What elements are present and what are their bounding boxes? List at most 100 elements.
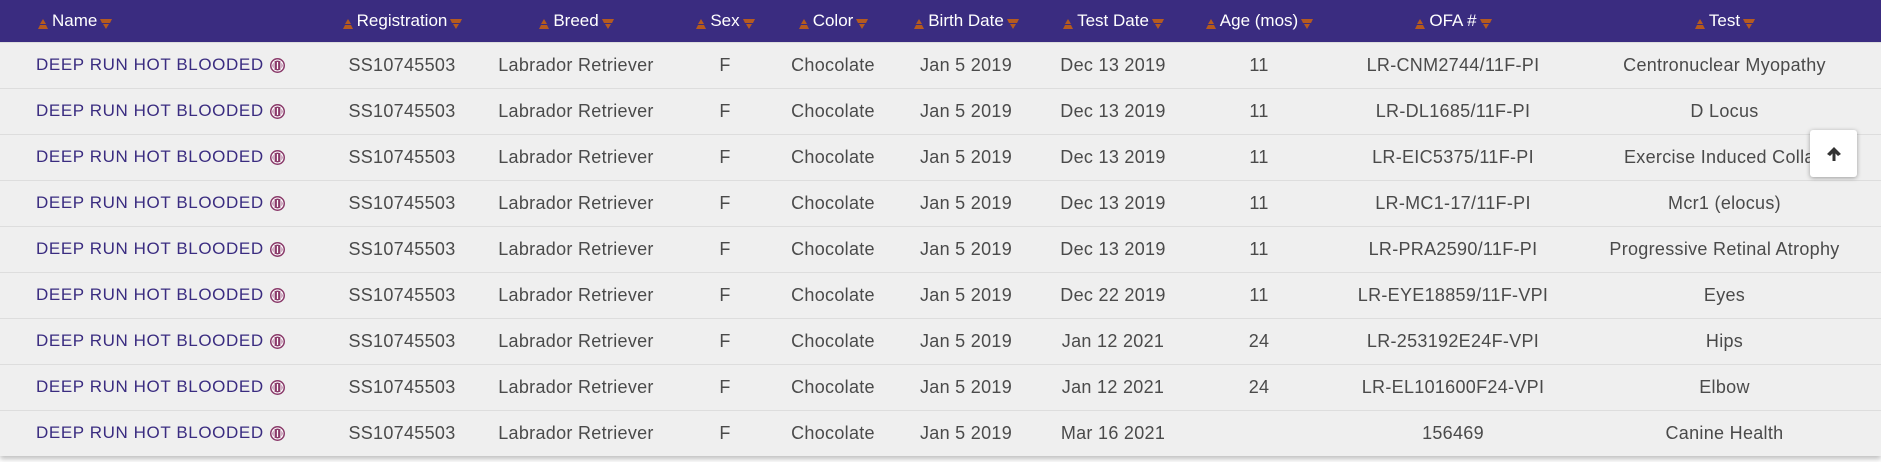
table-row: DEEP RUN HOT BLOODED SS10745503 Labrador R… <box>0 134 1881 180</box>
header-label[interactable]: Sex <box>710 10 740 30</box>
dog-name-link[interactable]: DEEP RUN HOT BLOODED <box>36 101 264 120</box>
table-cell: Chocolate <box>780 42 886 88</box>
table-cell: Eyes <box>1568 272 1881 318</box>
cell-text: Elbow <box>1699 376 1750 397</box>
table-cell: LR-253192E24F-VPI <box>1338 318 1568 364</box>
scroll-top-button[interactable] <box>1810 130 1857 177</box>
sort-desc[interactable] <box>855 15 869 30</box>
cell-text: LR-EL101600F24-VPI <box>1361 376 1545 397</box>
sort-asc[interactable] <box>694 15 708 30</box>
table-cell: 11 <box>1180 42 1338 88</box>
cell-text: F <box>719 54 731 75</box>
cell-text: LR-MC1-17/11F-PI <box>1375 192 1531 213</box>
sort-asc[interactable] <box>1204 15 1218 30</box>
dog-name-link[interactable]: DEEP RUN HOT BLOODED <box>36 377 264 396</box>
table-cell: SS10745503 <box>322 364 482 410</box>
sort-asc[interactable] <box>341 15 355 30</box>
cell-text: LR-PRA2590/11F-PI <box>1368 238 1538 259</box>
cell-text: 11 <box>1249 100 1269 121</box>
table-cell: Chocolate <box>780 226 886 272</box>
dog-name-link[interactable]: DEEP RUN HOT BLOODED <box>36 147 264 166</box>
sort-asc[interactable] <box>912 15 926 30</box>
sort-desc[interactable] <box>449 15 463 30</box>
header-label[interactable]: Color <box>812 10 854 30</box>
cell-text: Chocolate <box>791 238 875 259</box>
table-cell: Chocolate <box>780 364 886 410</box>
column-header: OFA # <box>1338 0 1568 42</box>
header-label[interactable]: Test <box>1708 10 1741 30</box>
cell-text: LR-EYE18859/11F-VPI <box>1357 284 1549 305</box>
header-label[interactable]: Breed <box>553 10 599 30</box>
cell-text: LR-DL1685/11F-PI <box>1375 100 1531 121</box>
sort-asc[interactable] <box>1061 15 1075 30</box>
table-cell: Labrador Retriever <box>482 134 670 180</box>
column-header: Test Date <box>1046 0 1180 42</box>
cell-text: Canine Health <box>1665 422 1784 443</box>
cell-text: Jan 5 2019 <box>919 54 1013 75</box>
cell-text: SS10745503 <box>348 146 456 167</box>
dog-name-link[interactable]: DEEP RUN HOT BLOODED <box>36 193 264 212</box>
header-label[interactable]: Name <box>52 10 98 30</box>
cell-text: Jan 5 2019 <box>919 238 1013 259</box>
table-cell: Jan 5 2019 <box>886 134 1046 180</box>
registry-icon <box>269 287 286 304</box>
cell-text: Dec 13 2019 <box>1060 54 1166 75</box>
table-cell: LR-EIC5375/11F-PI <box>1338 134 1568 180</box>
sort-asc[interactable] <box>537 15 551 30</box>
sort-desc[interactable] <box>1479 15 1493 30</box>
header-label[interactable]: Registration <box>356 10 448 30</box>
sort-desc[interactable] <box>99 15 113 30</box>
cell-text: Jan 5 2019 <box>919 376 1013 397</box>
cell-text: F <box>719 422 731 443</box>
table-cell: DEEP RUN HOT BLOODED <box>0 226 322 272</box>
table-row: DEEP RUN HOT BLOODED SS10745503 Labrador R… <box>0 318 1881 364</box>
table-cell: Dec 22 2019 <box>1046 272 1180 318</box>
cell-text: Dec 13 2019 <box>1060 238 1166 259</box>
table-cell: Labrador Retriever <box>482 272 670 318</box>
table-cell: F <box>670 42 780 88</box>
registry-icon <box>269 333 286 350</box>
sort-asc[interactable] <box>1693 15 1707 30</box>
cell-text: Chocolate <box>791 284 875 305</box>
dog-name-link[interactable]: DEEP RUN HOT BLOODED <box>36 331 264 350</box>
table-cell: LR-EL101600F24-VPI <box>1338 364 1568 410</box>
sort-desc[interactable] <box>1300 15 1314 30</box>
dog-name-link[interactable]: DEEP RUN HOT BLOODED <box>36 239 264 258</box>
table-cell: LR-EYE18859/11F-VPI <box>1338 272 1568 318</box>
header-label[interactable]: OFA # <box>1429 10 1477 30</box>
cell-text: Labrador Retriever <box>498 238 654 259</box>
cell-text: Dec 13 2019 <box>1060 100 1166 121</box>
sort-asc[interactable] <box>36 15 50 30</box>
header-label[interactable]: Test Date <box>1077 10 1149 30</box>
sort-asc[interactable] <box>1413 15 1427 30</box>
table-cell: Labrador Retriever <box>482 88 670 134</box>
dog-name-link[interactable]: DEEP RUN HOT BLOODED <box>36 55 264 74</box>
sort-asc[interactable] <box>797 15 811 30</box>
table-cell: F <box>670 226 780 272</box>
sort-desc[interactable] <box>742 15 756 30</box>
dog-name-link[interactable]: DEEP RUN HOT BLOODED <box>36 285 264 304</box>
sort-desc[interactable] <box>1151 15 1165 30</box>
table-cell: Jan 5 2019 <box>886 42 1046 88</box>
table-cell: Chocolate <box>780 180 886 226</box>
cell-text: Jan 5 2019 <box>919 146 1013 167</box>
column-header: Color <box>780 0 886 42</box>
table-cell: Jan 5 2019 <box>886 364 1046 410</box>
table-cell: F <box>670 318 780 364</box>
table-cell: Jan 12 2021 <box>1046 364 1180 410</box>
sort-desc[interactable] <box>1742 15 1756 30</box>
cell-text: Labrador Retriever <box>498 100 654 121</box>
table-cell: F <box>670 88 780 134</box>
table-cell: Labrador Retriever <box>482 180 670 226</box>
table-cell: F <box>670 180 780 226</box>
sort-desc[interactable] <box>1006 15 1020 30</box>
cell-text: Chocolate <box>791 146 875 167</box>
header-label[interactable]: Birth Date <box>928 10 1004 30</box>
table-cell: LR-CNM2744/11F-PI <box>1338 42 1568 88</box>
sort-desc[interactable] <box>601 15 615 30</box>
header-label[interactable]: Age (mos) <box>1219 10 1299 30</box>
table-row: DEEP RUN HOT BLOODED SS10745503 Labrador R… <box>0 410 1881 456</box>
cell-text: F <box>719 238 731 259</box>
dog-name-link[interactable]: DEEP RUN HOT BLOODED <box>36 423 264 443</box>
